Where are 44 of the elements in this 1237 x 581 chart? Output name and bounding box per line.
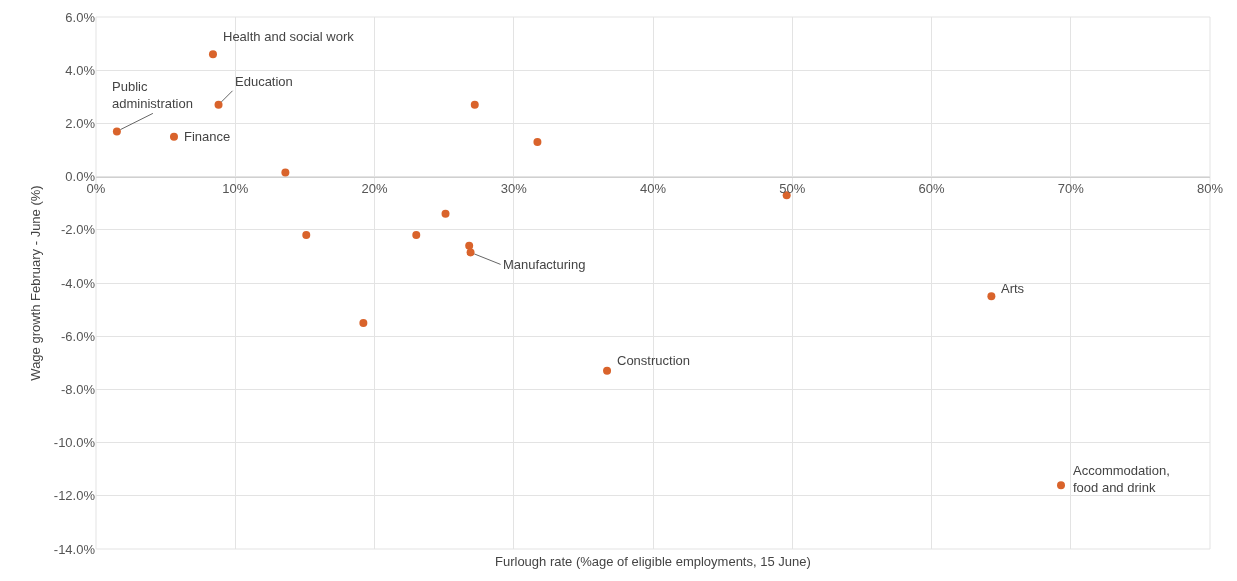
annotation: Finance — [184, 129, 231, 144]
x-tick-label: 60% — [918, 181, 945, 197]
annotation: Education — [235, 74, 293, 89]
x-axis-title: Furlough rate (%age of eligible employments, 15 June) — [495, 554, 811, 569]
y-axis-title: Wage growth February - June (%) — [27, 185, 43, 381]
x-tick-label: 80% — [1196, 181, 1224, 197]
y-tick-label: -14.0% — [53, 541, 96, 557]
x-tick-label: 20% — [361, 181, 388, 197]
y-tick-label: -12.0% — [53, 488, 96, 504]
annotation: Construction — [617, 353, 690, 368]
annotation: Health and social work — [223, 29, 355, 44]
y-tick-label: -8.0% — [61, 381, 96, 397]
x-tick-label: 30% — [500, 181, 528, 197]
y-tick-label: 6.0% — [65, 9, 96, 25]
point — [169, 132, 178, 141]
point — [112, 127, 121, 136]
x-tick-label: 10% — [222, 181, 249, 197]
point — [533, 138, 542, 147]
x-tick-label: 40% — [639, 181, 667, 197]
point — [603, 366, 612, 375]
y-tick-label: -2.0% — [61, 222, 96, 238]
point — [441, 209, 450, 218]
point — [470, 100, 479, 109]
y-tick-label: 4.0% — [65, 62, 96, 78]
point — [465, 241, 474, 250]
point — [466, 248, 475, 257]
y-tick-label: -6.0% — [61, 328, 96, 344]
annotation: Manufacturing — [503, 257, 586, 272]
y-tick-label: 2.0% — [65, 115, 96, 131]
annotation: Arts — [1001, 281, 1025, 296]
point — [281, 168, 290, 177]
point — [208, 50, 217, 59]
annotation: Public administration — [112, 79, 193, 111]
point — [359, 318, 368, 327]
x-tick-label: 50% — [779, 181, 806, 197]
point — [214, 100, 223, 109]
point — [1057, 481, 1065, 490]
point — [987, 292, 996, 301]
annotation: Accommodation, food and drink — [1073, 463, 1170, 495]
y-tick-label: -10.0% — [53, 435, 96, 451]
point — [302, 231, 311, 240]
point — [412, 231, 421, 240]
y-tick-label: -4.0% — [61, 275, 96, 291]
x-tick-label: 70% — [1057, 181, 1085, 197]
